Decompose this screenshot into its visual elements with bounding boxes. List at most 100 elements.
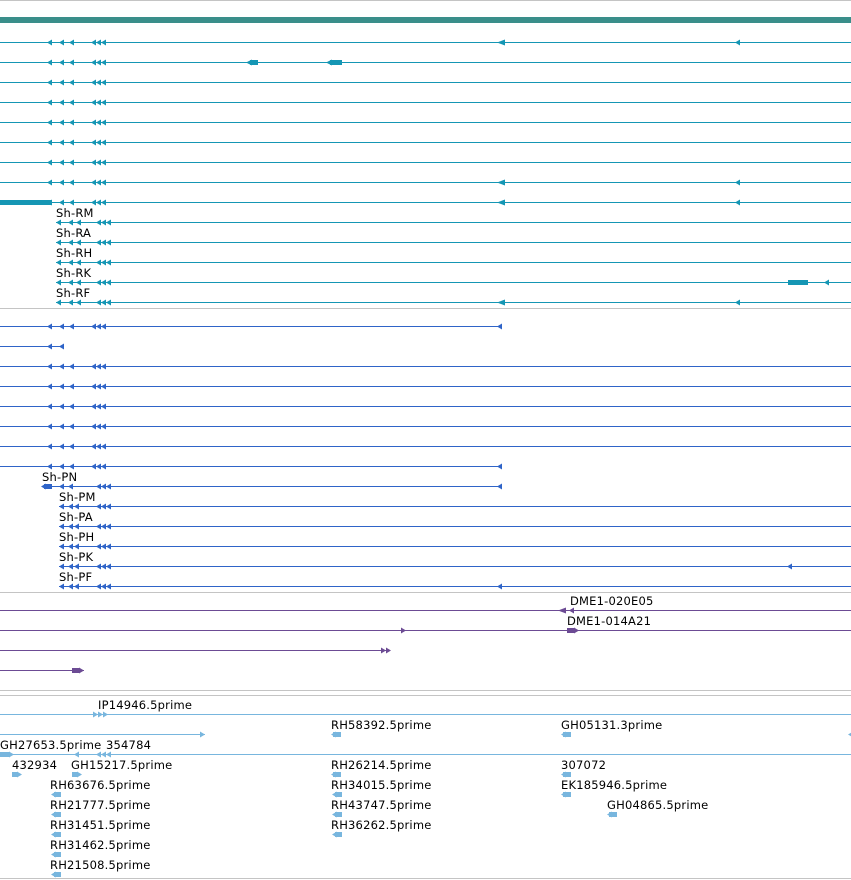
exon-arrow[interactable] <box>68 543 73 550</box>
exon-arrow[interactable] <box>59 343 64 350</box>
exon-arrow[interactable] <box>47 363 52 370</box>
exon-arrow[interactable] <box>106 563 111 570</box>
exon-arrow[interactable] <box>96 119 101 126</box>
exon-arrow[interactable] <box>68 299 73 306</box>
exon-arrow[interactable] <box>96 199 101 206</box>
exon-arrow[interactable] <box>101 423 106 430</box>
exon-arrow[interactable] <box>101 563 106 570</box>
est-block[interactable] <box>335 812 342 817</box>
exon-arrow[interactable] <box>68 503 73 510</box>
est-label-432934[interactable]: 432934 <box>12 758 58 772</box>
exon-arrow[interactable] <box>77 771 82 778</box>
exon-arrow[interactable] <box>69 59 74 66</box>
exon-arrow[interactable] <box>91 363 96 370</box>
exon-arrow[interactable] <box>96 79 101 86</box>
exon-arrow[interactable] <box>96 483 101 490</box>
exon-arrow[interactable] <box>497 39 505 46</box>
est-label-354784[interactable]: 354784 <box>106 738 152 752</box>
exon-arrow[interactable] <box>59 139 64 146</box>
exon-arrow[interactable] <box>101 523 106 530</box>
exon-arrow[interactable] <box>91 99 96 106</box>
exon-arrow[interactable] <box>101 403 106 410</box>
transcript-label-sh-pm[interactable]: Sh-PM <box>59 490 96 504</box>
exon-arrow[interactable] <box>69 423 74 430</box>
exon-arrow[interactable] <box>101 583 106 590</box>
exon-arrow[interactable] <box>569 607 574 614</box>
exon-arrow[interactable] <box>96 99 101 106</box>
est-block[interactable] <box>333 772 341 777</box>
exon-arrow[interactable] <box>101 503 106 510</box>
exon-arrow[interactable] <box>96 279 101 286</box>
est-block[interactable] <box>54 832 61 837</box>
exon-arrow[interactable] <box>96 299 101 306</box>
transcript-label-sh-ra[interactable]: Sh-RA <box>56 226 92 240</box>
exon-arrow[interactable] <box>558 607 566 614</box>
exon-arrow[interactable] <box>68 239 73 246</box>
exon-arrow[interactable] <box>246 59 252 66</box>
exon-arrow[interactable] <box>47 119 52 126</box>
exon-arrow[interactable] <box>101 299 106 306</box>
exon-arrow[interactable] <box>91 179 96 186</box>
exon-arrow[interactable] <box>74 751 79 758</box>
exon-arrow[interactable] <box>74 563 79 570</box>
est-block[interactable] <box>335 792 342 797</box>
exon-arrow[interactable] <box>735 39 740 46</box>
exon-arrow[interactable] <box>69 179 74 186</box>
exon-arrow[interactable] <box>101 219 106 226</box>
exon-arrow[interactable] <box>69 119 74 126</box>
exon-arrow[interactable] <box>51 851 56 858</box>
exon-arrow[interactable] <box>497 583 502 590</box>
exon-arrow[interactable] <box>59 99 64 106</box>
est-block[interactable] <box>335 832 342 837</box>
exon-arrow[interactable] <box>76 239 81 246</box>
est-label-rh63676[interactable]: RH63676.5prime <box>50 778 151 792</box>
exon-arrow[interactable] <box>381 647 386 654</box>
exon-arrow[interactable] <box>69 99 74 106</box>
est-label-ek185946[interactable]: EK185946.5prime <box>561 778 668 792</box>
exon-arrow[interactable] <box>106 219 111 226</box>
transcript-label-sh-rk[interactable]: Sh-RK <box>56 266 92 280</box>
exon-arrow[interactable] <box>101 259 106 266</box>
exon-arrow[interactable] <box>93 711 98 718</box>
est-label-gh27653[interactable]: GH27653.5prime <box>0 738 102 752</box>
exon-block[interactable] <box>567 628 575 633</box>
exon-arrow[interactable] <box>59 363 64 370</box>
exon-arrow[interactable] <box>386 647 391 654</box>
est-label-gh05131[interactable]: GH05131.3prime <box>561 718 663 732</box>
exon-arrow[interactable] <box>59 543 64 550</box>
exon-arrow[interactable] <box>101 443 106 450</box>
exon-arrow[interactable] <box>47 423 52 430</box>
exon-arrow[interactable] <box>59 159 64 166</box>
exon-arrow[interactable] <box>69 199 74 206</box>
exon-arrow[interactable] <box>69 403 74 410</box>
exon-arrow[interactable] <box>101 199 106 206</box>
est-label-rh31451[interactable]: RH31451.5prime <box>50 818 151 832</box>
exon-arrow[interactable] <box>96 59 101 66</box>
exon-arrow[interactable] <box>101 179 106 186</box>
exon-arrow[interactable] <box>96 219 101 226</box>
exon-arrow[interactable] <box>47 463 52 470</box>
exon-arrow[interactable] <box>69 443 74 450</box>
utr-block[interactable] <box>0 200 52 205</box>
est-block[interactable] <box>72 772 78 777</box>
exon-block[interactable] <box>72 668 80 673</box>
exon-arrow[interactable] <box>91 403 96 410</box>
exon-arrow[interactable] <box>51 871 56 878</box>
exon-arrow[interactable] <box>68 279 73 286</box>
exon-arrow[interactable] <box>106 503 111 510</box>
exon-arrow[interactable] <box>101 99 106 106</box>
exon-arrow[interactable] <box>106 751 111 758</box>
exon-arrow[interactable] <box>69 463 74 470</box>
exon-arrow[interactable] <box>47 79 52 86</box>
est-block[interactable] <box>563 792 571 797</box>
exon-arrow[interactable] <box>69 363 74 370</box>
exon-arrow[interactable] <box>106 483 111 490</box>
est-block[interactable] <box>54 792 61 797</box>
exon-arrow[interactable] <box>47 383 52 390</box>
exon-arrow[interactable] <box>47 59 52 66</box>
exon-arrow[interactable] <box>91 79 96 86</box>
exon-arrow[interactable] <box>56 239 61 246</box>
exon-arrow[interactable] <box>74 583 79 590</box>
est-block[interactable] <box>54 812 61 817</box>
exon-arrow[interactable] <box>332 811 337 818</box>
